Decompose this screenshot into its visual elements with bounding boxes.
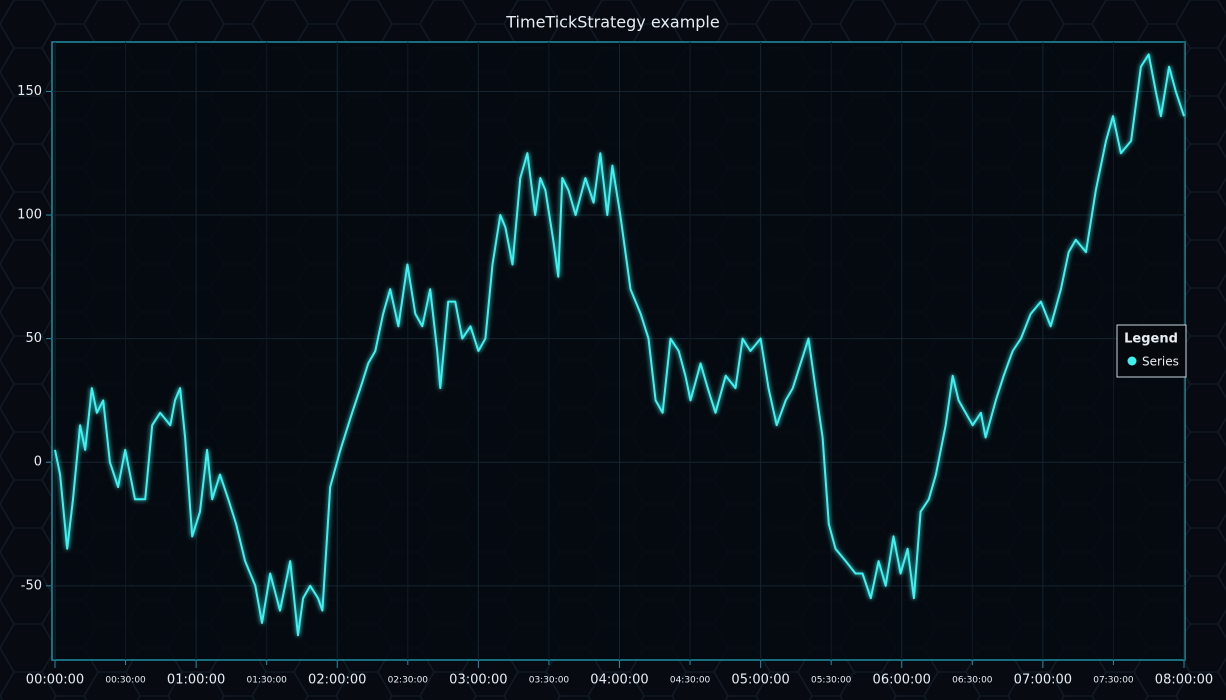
x-minor-tick-label: 01:30:00 <box>246 676 287 686</box>
legend: Legend Series <box>1116 324 1187 378</box>
x-minor-tick-label: 00:30:00 <box>105 676 146 686</box>
x-minor-tick-label: 03:30:00 <box>529 676 570 686</box>
x-tick-label: 08:00:00 <box>1155 673 1213 688</box>
grid <box>52 42 1185 660</box>
lines <box>54 53 1185 637</box>
y-tick-label: 100 <box>17 208 42 223</box>
x-minor-tick-label: 04:30:00 <box>670 676 711 686</box>
x-tick-label: 05:00:00 <box>731 673 789 688</box>
legend-swatch <box>1127 356 1137 366</box>
x-tick-label: 06:00:00 <box>873 673 931 688</box>
x-minor-tick-label: 02:30:00 <box>388 676 429 686</box>
x-tick-label: 01:00:00 <box>167 673 225 688</box>
x-tick-label: 00:00:00 <box>26 673 84 688</box>
plot-area <box>51 41 1186 661</box>
y-tick-label: 50 <box>25 331 42 346</box>
y-tick-label: -50 <box>21 578 42 593</box>
x-tick-label: 02:00:00 <box>308 673 366 688</box>
x-minor-tick-label: 07:30:00 <box>1093 676 1134 686</box>
series-line <box>54 53 1185 637</box>
x-minor-tick-label: 06:30:00 <box>952 676 993 686</box>
legend-label: Series <box>1142 355 1179 369</box>
x-tick-label: 07:00:00 <box>1014 673 1072 688</box>
legend-title: Legend <box>1124 332 1178 347</box>
chart-title: TimeTickStrategy example <box>505 13 719 32</box>
legend-box <box>1116 324 1187 378</box>
x-minor-tick-label: 05:30:00 <box>811 676 852 686</box>
x-tick-label: 04:00:00 <box>590 673 648 688</box>
x-tick-label: 03:00:00 <box>449 673 507 688</box>
y-tick-label: 0 <box>34 455 42 470</box>
ticks: -50 0 50 100 150 00:00:00 01:00:00 02:00:00 03:0… <box>17 84 1213 688</box>
y-tick-label: 150 <box>17 84 42 99</box>
